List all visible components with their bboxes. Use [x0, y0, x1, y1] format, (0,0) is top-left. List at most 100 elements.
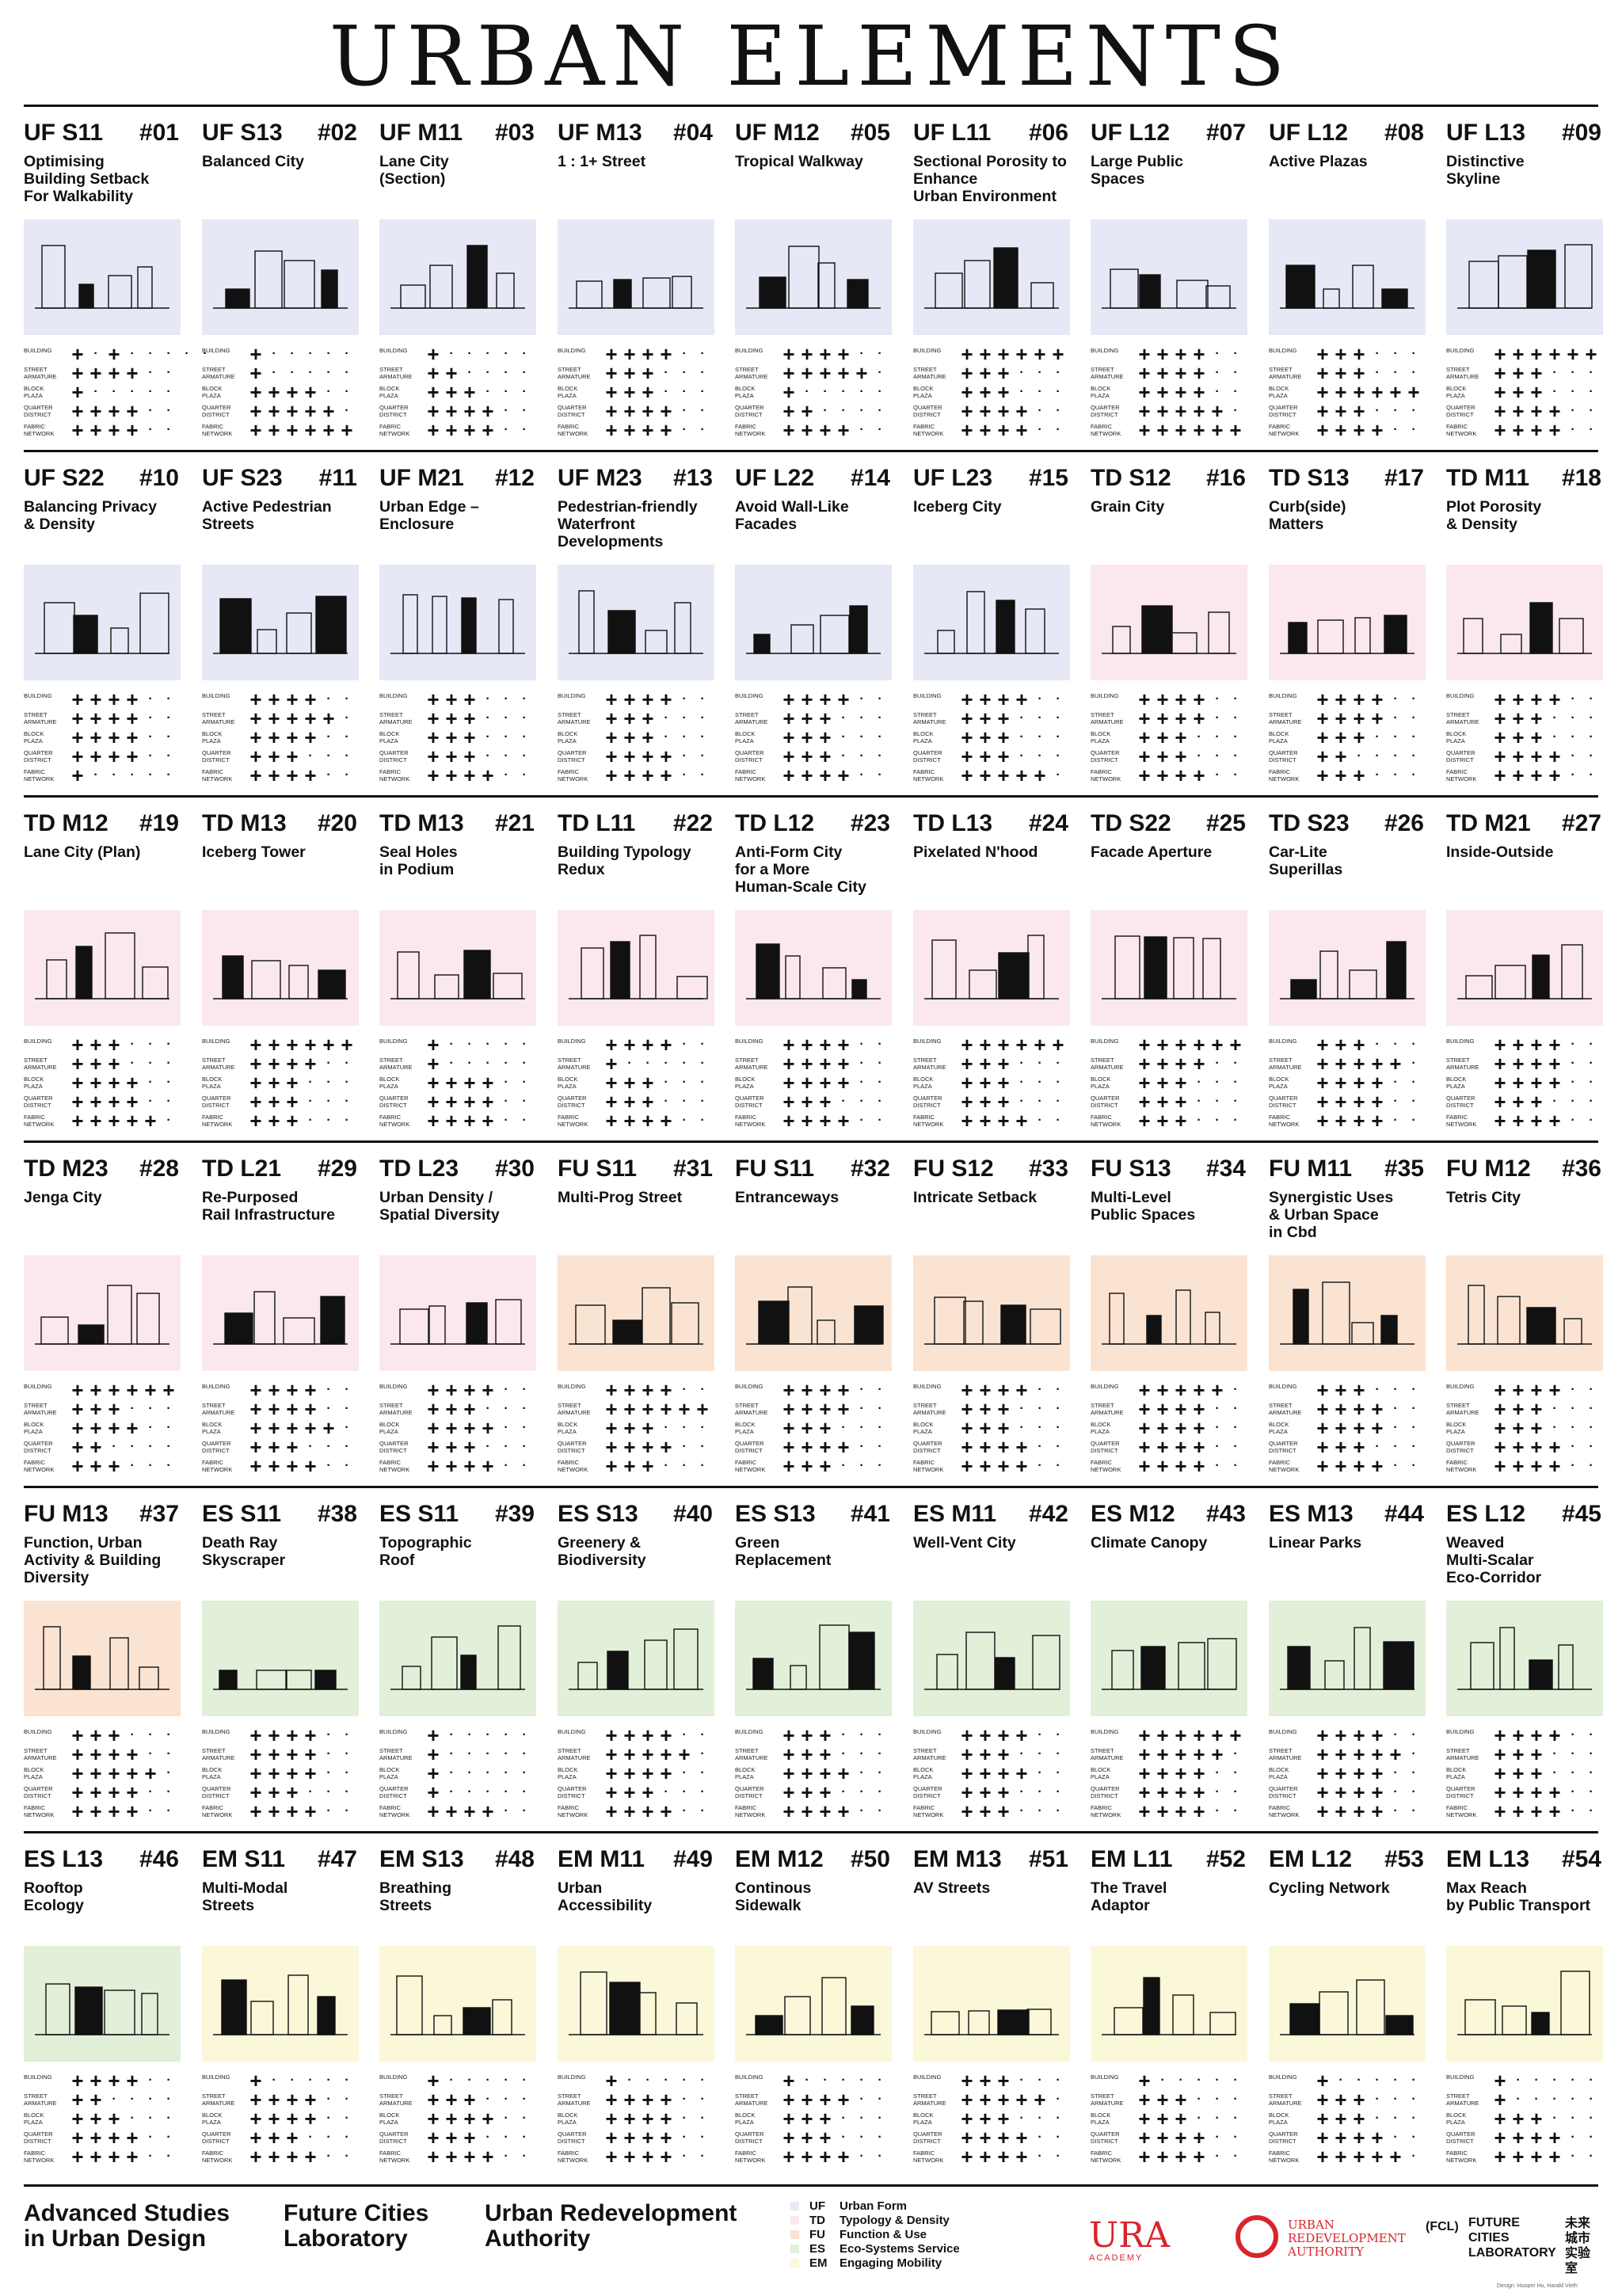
element-illustration [558, 565, 714, 680]
scale-label: BUILDING [1446, 1038, 1475, 1045]
dot-mark: · [1233, 692, 1238, 706]
element-number: #24 [1028, 810, 1068, 836]
plus-mark: + [997, 1799, 1010, 1823]
dot-mark: · [1411, 1095, 1416, 1108]
dot-mark: · [1233, 1804, 1238, 1818]
scale-label: STREET ARMATURE [735, 2092, 768, 2107]
dot-mark: · [1233, 1095, 1238, 1108]
element-code: ES S13 [735, 1501, 816, 1527]
element-number: #47 [317, 1846, 357, 1872]
plus-mark: + [837, 418, 850, 442]
scale-label: QUARTER DISTRICT [24, 749, 53, 763]
plus-mark: + [1156, 763, 1169, 787]
scale-label: BLOCK PLAZA [24, 1766, 44, 1780]
plus-mark: + [1494, 725, 1506, 749]
dot-mark: · [1197, 730, 1201, 744]
scale-label: BUILDING [1091, 1038, 1119, 1045]
plus-mark: + [1335, 1780, 1347, 1804]
scale-label: STREET ARMATURE [379, 366, 413, 380]
element-name: Active Pedestrian Streets [202, 498, 332, 533]
element-name: Pixelated N'hood [913, 843, 1038, 861]
plus-mark: + [605, 2069, 618, 2092]
element-illustration [1446, 1255, 1603, 1371]
element-illustration [1091, 1946, 1247, 2062]
building-block [1526, 1307, 1556, 1345]
scale-matrix: BUILDING + + + + · · STREET ARMATURE + + + · · · BLOCK… [379, 1378, 538, 1476]
diagram-sketch [35, 1983, 169, 2035]
building-block [321, 269, 338, 309]
dot-mark: · [326, 1728, 331, 1742]
plus-mark: + [268, 1033, 280, 1057]
scale-label: BLOCK PLAZA [24, 385, 44, 399]
plus-mark: + [1512, 687, 1525, 711]
dot-mark: · [1393, 1402, 1398, 1415]
building-block [1383, 1641, 1414, 1690]
plus-mark: + [268, 1761, 280, 1785]
element-card: ES S13 #40 Greenery & Biodiversity BUILDING… [558, 1488, 716, 1829]
elements-row: TD M23 #28 Jenga City BUILDING + + + + + + STREET … [24, 1140, 1603, 1486]
dot-mark: · [130, 1057, 135, 1070]
plus-mark: + [89, 2088, 102, 2111]
scale-label: STREET ARMATURE [1091, 1402, 1124, 1416]
building-block [1317, 619, 1344, 654]
scale-label: STREET ARMATURE [24, 2092, 57, 2107]
dot-mark: · [1038, 385, 1042, 398]
plus-mark: + [1156, 1454, 1169, 1478]
dot-mark: · [1019, 1804, 1024, 1818]
dot-mark: · [1019, 366, 1024, 379]
plus-mark: + [427, 1378, 440, 1402]
plus-mark: + [1211, 1723, 1224, 1747]
building-block [613, 279, 632, 309]
element-number: #18 [1561, 465, 1601, 491]
plus-mark: + [108, 1071, 120, 1095]
plus-mark: + [1512, 1761, 1525, 1785]
element-illustration [1446, 910, 1603, 1026]
dot-mark: · [326, 1076, 331, 1089]
dot-mark: · [878, 1114, 882, 1127]
dot-mark: · [449, 1728, 454, 1742]
dot-mark: · [522, 1440, 527, 1453]
building-block [1026, 2009, 1052, 2035]
building-block [1384, 615, 1407, 654]
plus-mark: + [1530, 725, 1543, 749]
building-block [1110, 268, 1139, 309]
element-illustration [558, 910, 714, 1026]
scale-label: BLOCK PLAZA [1269, 2111, 1289, 2126]
scale-matrix: BUILDING + + + + · · STREET ARMATURE + + + · · · BLOCK… [913, 1725, 1072, 1823]
plus-mark: + [1353, 706, 1365, 730]
plus-mark: + [445, 2145, 458, 2168]
dot-mark: · [130, 347, 135, 360]
scale-label: FABRIC NETWORK [913, 2149, 944, 2164]
scale-label: QUARTER DISTRICT [913, 749, 942, 763]
dot-mark: · [841, 2073, 846, 2087]
element-header: TD M23 #28 [24, 1156, 179, 1182]
element-number: #51 [1028, 1846, 1068, 1872]
plus-mark: + [144, 1378, 157, 1402]
scale-label: BLOCK PLAZA [558, 385, 578, 399]
element-illustration [735, 1601, 892, 1716]
plus-mark: + [837, 2088, 850, 2111]
element-card: UF S22 #10 Balancing Privacy & Density BUIL… [24, 452, 182, 793]
scale-label: STREET ARMATURE [202, 2092, 235, 2107]
scale-matrix: BUILDING + · · · · · STREET ARMATURE + + + · · · BLOCK… [379, 2070, 538, 2168]
building-block [784, 1996, 811, 2035]
plus-mark: + [782, 1761, 795, 1785]
building-block [854, 1305, 884, 1345]
dot-mark: · [1056, 1804, 1060, 1818]
plus-mark: + [1156, 1071, 1169, 1095]
dot-mark: · [449, 1747, 454, 1761]
plus-mark: + [445, 687, 458, 711]
building-block [822, 967, 847, 1000]
plus-mark: + [1015, 1761, 1028, 1785]
plus-mark: + [1494, 1378, 1506, 1402]
plus-mark: + [605, 1723, 618, 1747]
element-illustration [1269, 565, 1426, 680]
dot-mark: · [504, 2130, 508, 2144]
plus-mark: + [463, 1378, 476, 1402]
scale-label: QUARTER DISTRICT [24, 404, 53, 418]
dot-mark: · [1571, 1440, 1575, 1453]
plus-mark: + [623, 1742, 636, 1766]
building-block [1172, 1994, 1194, 2035]
plus-mark: + [1530, 2107, 1543, 2130]
dot-mark: · [504, 1383, 508, 1396]
